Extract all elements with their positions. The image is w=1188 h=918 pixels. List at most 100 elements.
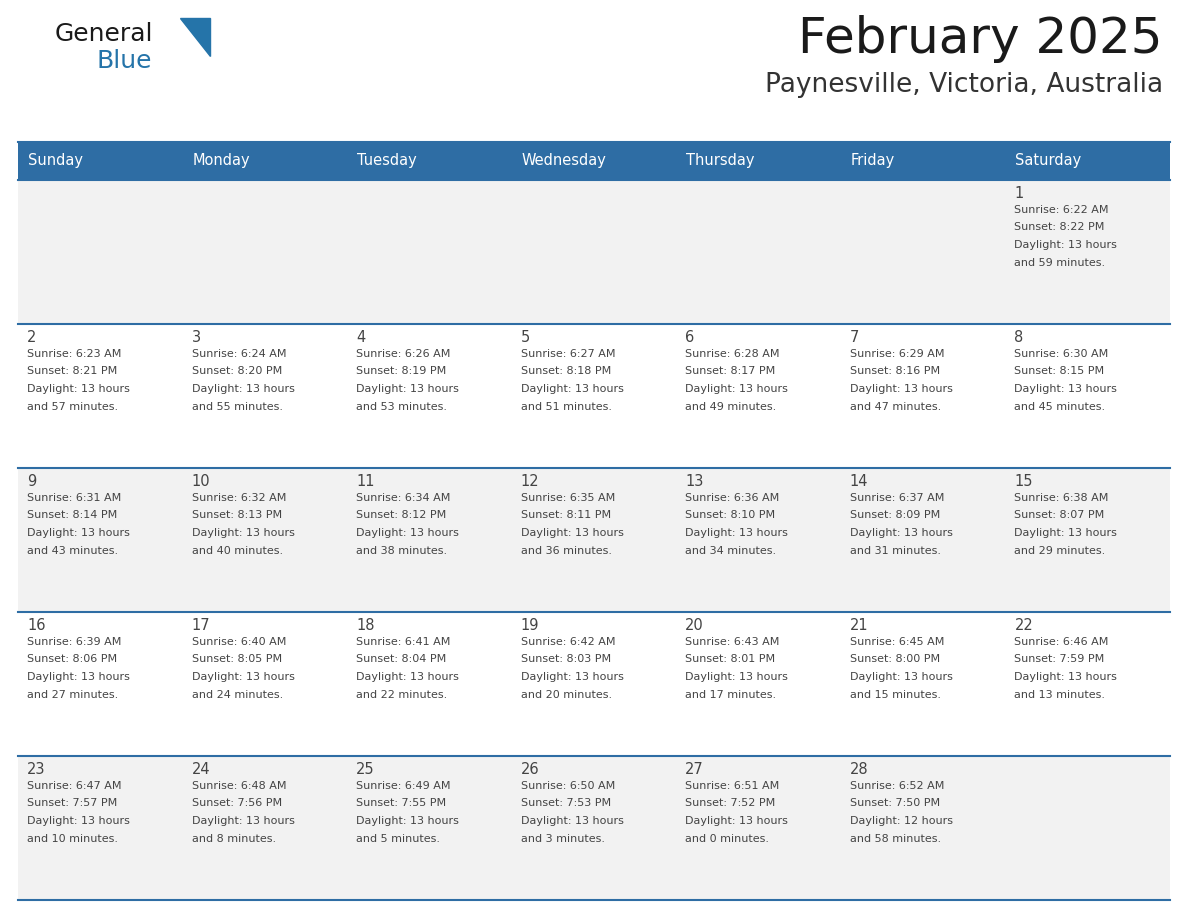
- Text: Sunday: Sunday: [29, 153, 83, 169]
- Text: Sunrise: 6:46 AM: Sunrise: 6:46 AM: [1015, 637, 1108, 647]
- Text: Sunset: 8:04 PM: Sunset: 8:04 PM: [356, 655, 447, 665]
- Text: and 55 minutes.: and 55 minutes.: [191, 401, 283, 411]
- Bar: [512, 468, 676, 612]
- Text: Daylight: 13 hours: Daylight: 13 hours: [356, 672, 459, 682]
- Text: and 27 minutes.: and 27 minutes.: [27, 689, 119, 700]
- Text: Sunrise: 6:49 AM: Sunrise: 6:49 AM: [356, 781, 450, 791]
- Text: Daylight: 13 hours: Daylight: 13 hours: [191, 384, 295, 394]
- Text: Sunrise: 6:34 AM: Sunrise: 6:34 AM: [356, 493, 450, 503]
- Text: and 45 minutes.: and 45 minutes.: [1015, 401, 1106, 411]
- Text: 2: 2: [27, 330, 37, 345]
- Text: 10: 10: [191, 474, 210, 489]
- Text: Sunrise: 6:28 AM: Sunrise: 6:28 AM: [685, 349, 779, 359]
- Text: Daylight: 13 hours: Daylight: 13 hours: [1015, 240, 1117, 250]
- Bar: [841, 324, 1005, 468]
- Text: Daylight: 13 hours: Daylight: 13 hours: [849, 672, 953, 682]
- Bar: [1005, 180, 1170, 324]
- Bar: [18, 756, 183, 900]
- Text: Sunset: 7:50 PM: Sunset: 7:50 PM: [849, 799, 940, 809]
- Bar: [347, 142, 512, 180]
- Text: 5: 5: [520, 330, 530, 345]
- Text: and 5 minutes.: and 5 minutes.: [356, 834, 440, 844]
- Text: Sunset: 8:18 PM: Sunset: 8:18 PM: [520, 366, 611, 376]
- Text: and 59 minutes.: and 59 minutes.: [1015, 258, 1106, 267]
- Text: and 10 minutes.: and 10 minutes.: [27, 834, 118, 844]
- Text: 18: 18: [356, 618, 374, 633]
- Text: 12: 12: [520, 474, 539, 489]
- Text: Sunset: 7:55 PM: Sunset: 7:55 PM: [356, 799, 447, 809]
- Text: 13: 13: [685, 474, 703, 489]
- Text: Sunrise: 6:48 AM: Sunrise: 6:48 AM: [191, 781, 286, 791]
- Text: Sunrise: 6:26 AM: Sunrise: 6:26 AM: [356, 349, 450, 359]
- Bar: [18, 612, 183, 756]
- Text: and 43 minutes.: and 43 minutes.: [27, 545, 118, 555]
- Text: Wednesday: Wednesday: [522, 153, 607, 169]
- Text: Sunset: 8:06 PM: Sunset: 8:06 PM: [27, 655, 118, 665]
- Text: Daylight: 13 hours: Daylight: 13 hours: [27, 816, 129, 826]
- Bar: [347, 756, 512, 900]
- Text: February 2025: February 2025: [798, 15, 1163, 63]
- Bar: [676, 142, 841, 180]
- Text: Sunset: 7:53 PM: Sunset: 7:53 PM: [520, 799, 611, 809]
- Text: Daylight: 13 hours: Daylight: 13 hours: [1015, 528, 1117, 538]
- Text: 14: 14: [849, 474, 868, 489]
- Bar: [1005, 612, 1170, 756]
- Text: and 38 minutes.: and 38 minutes.: [356, 545, 447, 555]
- Bar: [1005, 468, 1170, 612]
- Text: and 29 minutes.: and 29 minutes.: [1015, 545, 1106, 555]
- Text: Sunset: 8:03 PM: Sunset: 8:03 PM: [520, 655, 611, 665]
- Text: Sunset: 7:52 PM: Sunset: 7:52 PM: [685, 799, 776, 809]
- Bar: [841, 142, 1005, 180]
- Bar: [512, 324, 676, 468]
- Text: and 3 minutes.: and 3 minutes.: [520, 834, 605, 844]
- Text: and 57 minutes.: and 57 minutes.: [27, 401, 118, 411]
- Text: Daylight: 13 hours: Daylight: 13 hours: [27, 384, 129, 394]
- Text: 20: 20: [685, 618, 704, 633]
- Text: and 24 minutes.: and 24 minutes.: [191, 689, 283, 700]
- Text: and 20 minutes.: and 20 minutes.: [520, 689, 612, 700]
- Bar: [183, 468, 347, 612]
- Text: 26: 26: [520, 762, 539, 777]
- Text: Sunrise: 6:47 AM: Sunrise: 6:47 AM: [27, 781, 121, 791]
- Text: 28: 28: [849, 762, 868, 777]
- Text: and 40 minutes.: and 40 minutes.: [191, 545, 283, 555]
- Text: 6: 6: [685, 330, 695, 345]
- Text: Sunrise: 6:27 AM: Sunrise: 6:27 AM: [520, 349, 615, 359]
- Text: Daylight: 13 hours: Daylight: 13 hours: [520, 384, 624, 394]
- Text: Sunrise: 6:45 AM: Sunrise: 6:45 AM: [849, 637, 944, 647]
- Text: Sunset: 8:01 PM: Sunset: 8:01 PM: [685, 655, 776, 665]
- Text: Sunrise: 6:22 AM: Sunrise: 6:22 AM: [1015, 205, 1108, 215]
- Text: Sunrise: 6:35 AM: Sunrise: 6:35 AM: [520, 493, 615, 503]
- Text: Daylight: 13 hours: Daylight: 13 hours: [356, 528, 459, 538]
- Text: and 15 minutes.: and 15 minutes.: [849, 689, 941, 700]
- Text: 25: 25: [356, 762, 374, 777]
- Polygon shape: [181, 18, 210, 56]
- Text: Sunrise: 6:41 AM: Sunrise: 6:41 AM: [356, 637, 450, 647]
- Text: and 13 minutes.: and 13 minutes.: [1015, 689, 1105, 700]
- Text: Tuesday: Tuesday: [358, 153, 417, 169]
- Text: Friday: Friday: [851, 153, 895, 169]
- Text: Sunset: 8:17 PM: Sunset: 8:17 PM: [685, 366, 776, 376]
- Text: 9: 9: [27, 474, 37, 489]
- Text: Sunset: 8:00 PM: Sunset: 8:00 PM: [849, 655, 940, 665]
- Text: 24: 24: [191, 762, 210, 777]
- Bar: [676, 180, 841, 324]
- Text: 8: 8: [1015, 330, 1024, 345]
- Bar: [183, 612, 347, 756]
- Text: and 31 minutes.: and 31 minutes.: [849, 545, 941, 555]
- Text: Sunrise: 6:37 AM: Sunrise: 6:37 AM: [849, 493, 944, 503]
- Text: Monday: Monday: [192, 153, 251, 169]
- Text: Daylight: 13 hours: Daylight: 13 hours: [849, 384, 953, 394]
- Text: Sunrise: 6:39 AM: Sunrise: 6:39 AM: [27, 637, 121, 647]
- Text: Sunrise: 6:23 AM: Sunrise: 6:23 AM: [27, 349, 121, 359]
- Text: Daylight: 13 hours: Daylight: 13 hours: [685, 528, 788, 538]
- Text: Sunrise: 6:40 AM: Sunrise: 6:40 AM: [191, 637, 286, 647]
- Text: Sunrise: 6:24 AM: Sunrise: 6:24 AM: [191, 349, 286, 359]
- Text: Sunset: 8:21 PM: Sunset: 8:21 PM: [27, 366, 118, 376]
- Bar: [183, 142, 347, 180]
- Text: Sunrise: 6:43 AM: Sunrise: 6:43 AM: [685, 637, 779, 647]
- Bar: [512, 180, 676, 324]
- Text: Sunset: 7:59 PM: Sunset: 7:59 PM: [1015, 655, 1105, 665]
- Text: Sunset: 8:13 PM: Sunset: 8:13 PM: [191, 510, 282, 521]
- Text: Sunset: 8:07 PM: Sunset: 8:07 PM: [1015, 510, 1105, 521]
